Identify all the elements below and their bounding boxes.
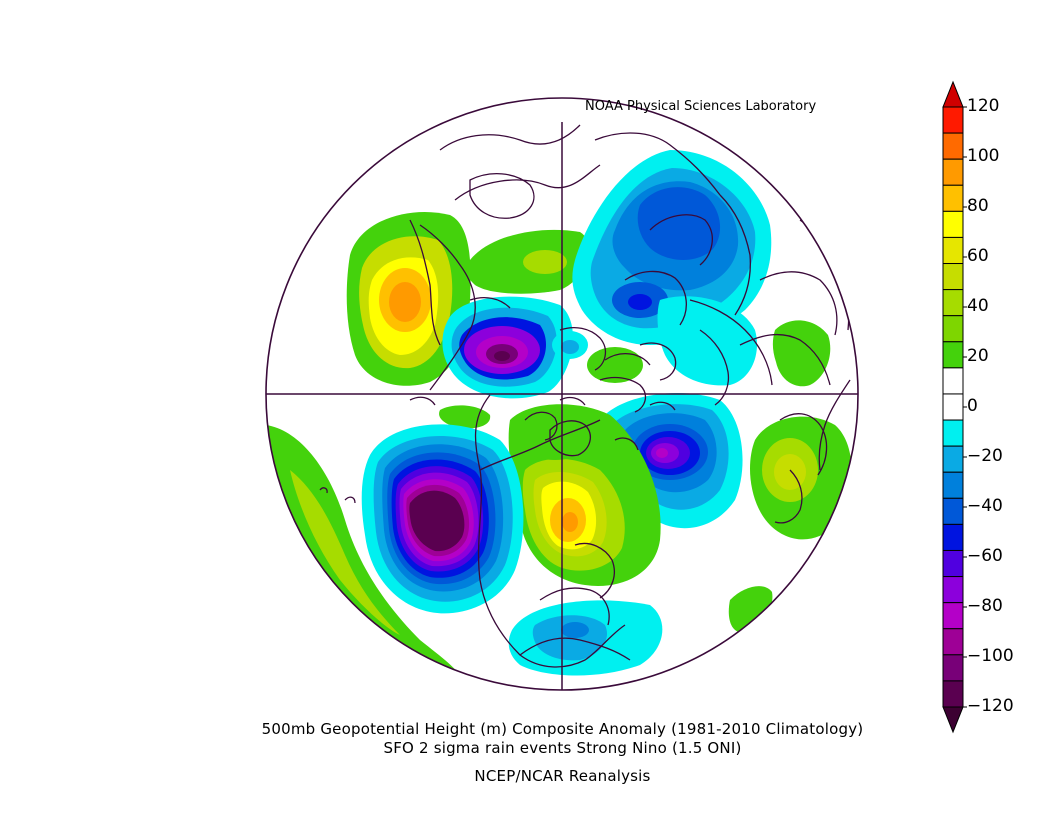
colorbar-bin xyxy=(942,289,964,317)
colorbar-max-arrow xyxy=(942,80,964,108)
colorbar-min-arrow xyxy=(942,706,964,734)
colorbar-label: 60 xyxy=(967,246,989,266)
colorbar-bin xyxy=(942,341,964,369)
positive-anomaly-east-europe xyxy=(772,320,831,387)
negative-anomaly-north-canada xyxy=(442,296,573,399)
colorbar-bin xyxy=(942,315,964,343)
colorbar-bin xyxy=(942,263,964,291)
colorbar-bin xyxy=(942,419,964,447)
colorbar-bin xyxy=(942,628,964,656)
colorbar xyxy=(942,80,967,734)
colorbar-bin xyxy=(942,210,964,238)
positive-anomaly-africa xyxy=(728,586,773,633)
colorbar-bin xyxy=(942,497,964,525)
colorbar-bin xyxy=(942,445,964,473)
colorbar-label: 40 xyxy=(967,296,989,316)
colorbar-bin xyxy=(942,680,964,708)
colorbar-bin xyxy=(942,471,964,499)
colorbar-bin xyxy=(942,367,964,395)
caption-subtitle: SFO 2 sigma rain events Strong Nino (1.5… xyxy=(383,739,742,757)
caption-source: NCEP/NCAR Reanalysis xyxy=(474,767,651,785)
colorbar-label: −80 xyxy=(967,596,1003,616)
colorbar-bin xyxy=(942,549,964,578)
anomaly-field xyxy=(266,150,852,690)
colorbar-bin xyxy=(942,602,964,630)
pacific-positive-band xyxy=(266,425,470,690)
colorbar-bin xyxy=(942,523,964,551)
pacific-positive-band-inner xyxy=(290,470,400,635)
colorbar-label: −60 xyxy=(967,546,1003,566)
colorbar-label: −100 xyxy=(967,646,1014,666)
colorbar-bin xyxy=(942,236,964,265)
credit-text: NOAA Physical Sciences Laboratory xyxy=(585,99,817,114)
colorbar-label: 120 xyxy=(967,96,1000,116)
colorbar-label: 0 xyxy=(967,396,978,416)
colorbar-bin xyxy=(942,393,964,421)
negative-anomaly-small-core xyxy=(561,340,579,354)
caption-title: 500mb Geopotential Height (m) Composite … xyxy=(261,720,864,738)
colorbar-label: 80 xyxy=(967,196,989,216)
coastlines xyxy=(319,124,851,668)
colorbar-label: −40 xyxy=(967,496,1003,516)
positive-anomaly-scandinavia xyxy=(587,347,643,383)
negative-anomaly-north-pacific xyxy=(361,424,524,614)
positive-anomaly-arctic-core xyxy=(523,250,567,274)
negative-anomaly-siberia xyxy=(572,150,772,345)
colorbar-label: −20 xyxy=(967,446,1003,466)
positive-anomaly-west-canada xyxy=(346,211,471,386)
colorbar-label: 100 xyxy=(967,146,1000,166)
colorbar-bin xyxy=(942,654,964,682)
colorbar-label: 20 xyxy=(967,346,989,366)
globe xyxy=(265,97,859,691)
colorbar-label: −120 xyxy=(967,696,1014,716)
colorbar-bin xyxy=(942,132,964,160)
globe-border xyxy=(265,97,859,691)
colorbar-bin xyxy=(942,184,964,212)
colorbar-bin xyxy=(942,158,964,186)
colorbar-bin xyxy=(942,576,964,604)
colorbar-bin xyxy=(942,106,964,134)
